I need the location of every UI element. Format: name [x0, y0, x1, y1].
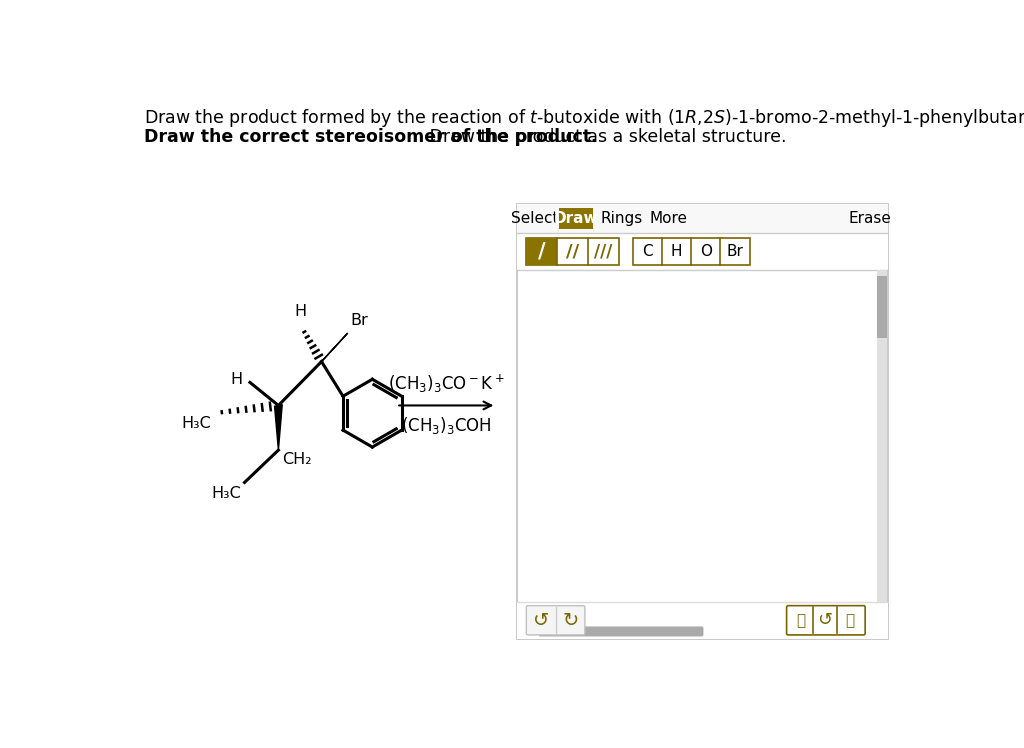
Text: /: / — [538, 242, 546, 262]
Text: H₃C: H₃C — [181, 416, 211, 432]
Bar — [878, 276, 887, 337]
Bar — [517, 203, 888, 233]
Text: Select: Select — [511, 211, 558, 226]
Text: Draw the product as a skeletal structure.: Draw the product as a skeletal structure… — [424, 128, 786, 147]
Text: More: More — [649, 211, 687, 226]
Text: H₃C: H₃C — [212, 485, 242, 500]
Text: O: O — [699, 244, 712, 259]
Text: ///: /// — [594, 242, 612, 260]
Text: //: // — [566, 242, 580, 260]
Bar — [517, 203, 888, 639]
FancyBboxPatch shape — [786, 606, 865, 635]
Text: H: H — [294, 304, 306, 319]
Polygon shape — [318, 333, 348, 365]
Text: Br: Br — [351, 313, 369, 328]
Text: 🔍: 🔍 — [845, 613, 854, 628]
Bar — [518, 270, 877, 602]
Bar — [517, 602, 888, 639]
FancyBboxPatch shape — [539, 627, 703, 637]
Text: Draw the product formed by the reaction of $\it{t}$-butoxide with (1$\it{R}$,2$\: Draw the product formed by the reaction … — [144, 107, 1024, 129]
Text: ↺: ↺ — [817, 611, 833, 629]
Bar — [526, 238, 557, 266]
Text: C: C — [642, 244, 652, 259]
Text: (CH$_3$)$_3$CO$^-$K$^+$: (CH$_3$)$_3$CO$^-$K$^+$ — [388, 373, 505, 395]
Text: H: H — [671, 244, 682, 259]
Text: H: H — [230, 372, 243, 387]
Text: 🔎: 🔎 — [796, 613, 805, 628]
Bar — [877, 270, 888, 602]
Bar — [526, 238, 618, 266]
Text: Erase: Erase — [848, 211, 891, 226]
Text: Br: Br — [727, 244, 743, 259]
Bar — [633, 238, 750, 266]
Text: ↻: ↻ — [562, 611, 579, 630]
Polygon shape — [274, 405, 283, 450]
Text: Draw: Draw — [553, 211, 598, 226]
Text: Rings: Rings — [601, 211, 643, 226]
Text: (CH$_3$)$_3$COH: (CH$_3$)$_3$COH — [400, 414, 492, 435]
Text: Draw the correct stereoisomer of the product.: Draw the correct stereoisomer of the pro… — [144, 128, 598, 147]
Text: ↺: ↺ — [532, 611, 549, 630]
Bar — [559, 208, 593, 229]
Text: CH₂: CH₂ — [283, 453, 311, 468]
FancyBboxPatch shape — [526, 606, 585, 635]
Bar — [517, 233, 888, 270]
